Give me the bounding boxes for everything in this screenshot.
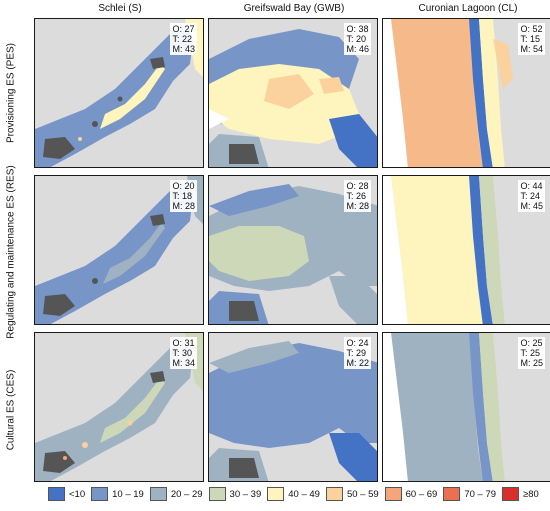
legend-item: 40 – 49 [267, 487, 320, 501]
stats-box: O: 20 T: 18 M: 28 [170, 180, 197, 212]
legend-label: 50 – 59 [346, 488, 379, 500]
stats-box: O: 38 T: 20 M: 46 [344, 23, 371, 55]
legend-item: 60 – 69 [384, 487, 438, 501]
map-panel-greifswald-res: O: 28 T: 26 M: 28 [208, 175, 378, 325]
stats-box: O: 44 T: 24 M: 45 [518, 180, 545, 212]
legend-swatch [325, 487, 343, 501]
column-title-curonian-lagoon: Curonian Lagoon (CL) [418, 3, 518, 14]
legend-item: 10 – 19 [91, 487, 144, 501]
curonian-map [383, 176, 550, 324]
curonian-map [383, 19, 550, 167]
legend-item: 20 – 29 [149, 487, 203, 501]
stats-box: O: 24 T: 29 M: 22 [344, 337, 371, 369]
stats-box: O: 25 T: 25 M: 25 [518, 337, 545, 369]
stats-box: O: 27 T: 22 M: 43 [170, 23, 197, 55]
legend-item: <10 [48, 487, 85, 501]
map-panel-greifswald-ces: O: 24 T: 29 M: 22 [208, 332, 378, 482]
legend-label: 60 – 69 [405, 488, 438, 500]
legend-label: ≥80 [523, 488, 539, 500]
stats-box: O: 28 T: 26 M: 28 [344, 180, 371, 212]
map-panel-curonian-ces: O: 25 T: 25 M: 25 [382, 332, 550, 482]
legend-swatch [502, 487, 520, 501]
column-title-greifswald-bay: Greifswald Bay (GWB) [243, 3, 345, 14]
legend-swatch [443, 487, 461, 501]
legend-item: 50 – 59 [325, 487, 379, 501]
legend-label: 70 – 79 [464, 488, 497, 500]
stats-box: O: 31 T: 30 M: 34 [170, 337, 197, 369]
map-panel-schlei-res: O: 20 T: 18 M: 28 [34, 175, 204, 325]
map-panel-curonian-res: O: 44 T: 24 M: 45 [382, 175, 550, 325]
stats-box: O: 52 T: 15 M: 54 [518, 23, 545, 55]
legend-swatch [149, 487, 167, 501]
map-panel-greifswald-pes: O: 38 T: 20 M: 46 [208, 18, 378, 168]
greifswald-map [209, 19, 377, 167]
column-title-schlei: Schlei (S) [98, 3, 142, 14]
legend: <10 10 – 19 20 – 29 30 – 39 40 – 49 50 –… [48, 486, 545, 502]
legend-label: <10 [69, 488, 86, 500]
legend-swatch [208, 487, 226, 501]
legend-swatch [384, 487, 402, 501]
legend-label: 40 – 49 [288, 488, 320, 500]
map-panel-schlei-ces: O: 31 T: 30 M: 34 [34, 332, 204, 482]
legend-swatch [267, 487, 285, 501]
legend-label: 10 – 19 [112, 488, 144, 500]
legend-item: ≥80 [502, 487, 539, 501]
legend-swatch [91, 487, 109, 501]
legend-label: 20 – 29 [170, 488, 203, 500]
map-panel-curonian-pes: O: 52 T: 15 M: 54 [382, 18, 550, 168]
legend-item: 70 – 79 [443, 487, 496, 501]
legend-item: 30 – 39 [208, 487, 262, 501]
map-panel-schlei-pes: O: 27 T: 22 M: 43 [34, 18, 204, 168]
legend-label: 30 – 39 [229, 488, 262, 500]
legend-swatch [48, 487, 65, 501]
